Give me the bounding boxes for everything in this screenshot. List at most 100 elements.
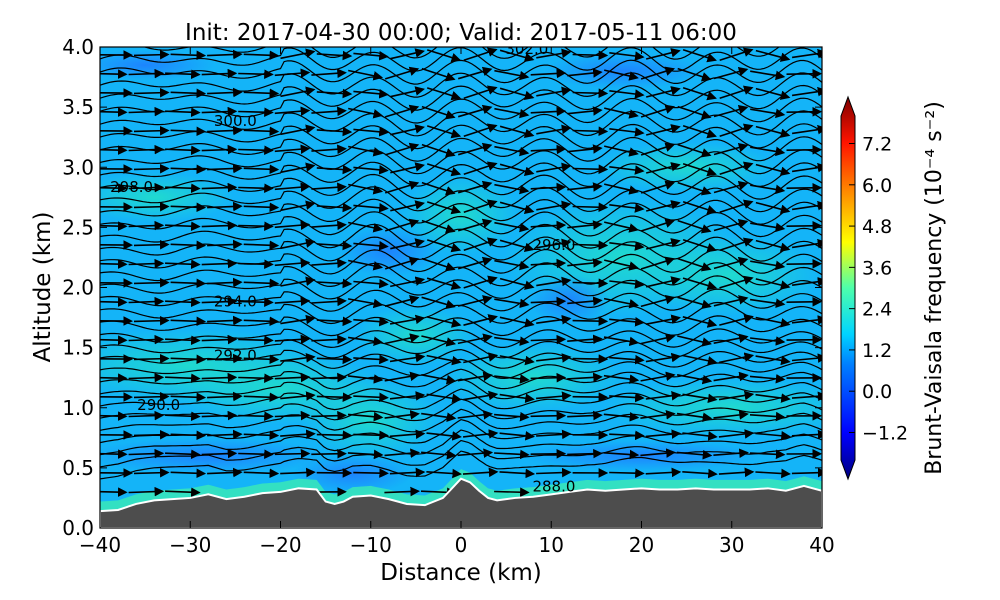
wind-vector-422 xyxy=(646,86,681,98)
wind-vector-59 xyxy=(536,429,572,440)
wind-vector-257 xyxy=(463,237,498,252)
wind-vector-254 xyxy=(353,240,389,251)
wind-vector-358 xyxy=(494,145,530,157)
wind-vector-227 xyxy=(100,259,128,269)
wind-vector-179 xyxy=(536,314,572,325)
wind-vector-129 xyxy=(170,354,207,365)
colorbar-tick-label-3: 2.4 xyxy=(862,299,892,321)
y-tick-label-2: 1.0 xyxy=(62,396,94,420)
wind-vector-353 xyxy=(311,144,347,155)
wind-vector-234 xyxy=(348,259,384,271)
wind-vector-413 xyxy=(316,88,353,99)
wind-vector-421 xyxy=(609,89,645,99)
isentrope-line-15 xyxy=(100,288,822,312)
wind-vector-57 xyxy=(463,429,499,439)
wind-vector-115 xyxy=(384,371,420,382)
wind-vector-30 xyxy=(201,448,238,459)
wind-vector-72 xyxy=(274,410,311,421)
wind-vector-291 xyxy=(243,202,280,213)
wind-vector-165 xyxy=(750,336,786,346)
wind-vector-270 xyxy=(201,220,238,231)
wind-vector-381 xyxy=(609,127,645,137)
wind-vector-178 xyxy=(499,316,535,328)
isentrope-label-7: 302.0 xyxy=(505,40,548,58)
wind-vector-425 xyxy=(755,87,791,100)
wind-vector-218 xyxy=(499,277,535,290)
wind-vector-162 xyxy=(640,333,676,345)
wind-vector-325 xyxy=(750,184,786,195)
wind-vector-286 xyxy=(786,221,822,231)
wind-vector-369 xyxy=(170,126,207,137)
wind-vector-64 xyxy=(718,429,755,439)
wind-vector-374 xyxy=(353,126,389,137)
wind-vector-182 xyxy=(645,314,681,325)
wind-vector-436 xyxy=(421,67,456,82)
colorbar-label: Brunt-Vaisala frequency (10⁻⁴ s⁻²) xyxy=(922,101,947,475)
wind-vector-307 xyxy=(100,183,128,193)
wind-vector-323 xyxy=(677,181,712,196)
wind-vector-200 xyxy=(567,296,603,306)
wind-vector-393 xyxy=(311,106,347,117)
wind-vector-32 xyxy=(274,448,311,459)
wind-vector-266 xyxy=(791,238,822,249)
wind-vector-43 xyxy=(676,449,713,460)
wind-vector-449 xyxy=(170,50,207,61)
wind-vector-388 xyxy=(128,106,165,117)
wind-vector-382 xyxy=(646,124,681,136)
wind-vector-198 xyxy=(494,298,530,309)
wind-vector-225 xyxy=(755,278,791,290)
wind-vector-15 xyxy=(389,467,426,478)
wind-vector-83 xyxy=(676,412,713,422)
wind-vector-245 xyxy=(750,260,786,271)
isentrope-line-31 xyxy=(100,84,822,111)
wind-vector-414 xyxy=(353,88,389,99)
wind-vector-211 xyxy=(243,278,280,289)
wind-vector-21 xyxy=(609,468,645,478)
wind-vector-130 xyxy=(207,353,243,364)
wind-vector-403 xyxy=(677,105,712,120)
wind-vector-209 xyxy=(170,278,207,289)
wind-vector-305 xyxy=(755,201,791,214)
wind-vector-463 xyxy=(682,48,717,63)
wind-vector-460 xyxy=(572,50,609,60)
wind-vector-104 xyxy=(718,390,755,401)
wind-vector-272 xyxy=(274,220,311,230)
wind-vector-194 xyxy=(347,298,384,309)
wind-vector-90 xyxy=(207,391,243,402)
wind-vector-376 xyxy=(426,125,462,139)
wind-vector-451 xyxy=(243,50,280,61)
wind-vector-220 xyxy=(572,278,609,288)
wind-vector-273 xyxy=(311,220,347,231)
wind-vector-316 xyxy=(421,181,456,196)
wind-vector-147 xyxy=(100,335,128,345)
wind-vector-122 xyxy=(640,371,676,382)
wind-vector-455 xyxy=(390,48,425,60)
wind-vector-277 xyxy=(457,218,493,232)
wind-vector-51 xyxy=(243,430,280,441)
isentrope-line-22 xyxy=(100,198,822,225)
wind-vector-357 xyxy=(457,142,493,156)
wind-vector-331 xyxy=(243,164,280,175)
wind-vector-396 xyxy=(421,105,456,120)
wind-vector-145 xyxy=(755,355,791,366)
wind-vector-332 xyxy=(280,162,316,174)
wind-vector-186 xyxy=(791,315,822,325)
wind-vector-74 xyxy=(347,411,384,422)
wind-vector-428 xyxy=(128,68,165,79)
wind-vector-334 xyxy=(353,164,389,175)
wind-vector-184 xyxy=(719,314,754,326)
isentrope-line-25 xyxy=(100,161,822,188)
wind-vector-416 xyxy=(426,87,462,101)
wind-vector-437 xyxy=(457,66,493,80)
wind-vector-37 xyxy=(457,448,494,458)
wind-vector-256 xyxy=(426,239,462,253)
wind-vector-285 xyxy=(750,222,786,233)
wind-vector-132 xyxy=(280,353,316,363)
wind-vector-197 xyxy=(457,295,493,307)
wind-vector-293 xyxy=(316,202,353,213)
wind-vector-213 xyxy=(316,278,353,289)
isentrope-line-24 xyxy=(100,173,822,200)
wind-vectors xyxy=(100,47,822,498)
wind-vector-153 xyxy=(311,334,347,345)
wind-vector-24 xyxy=(718,467,755,478)
